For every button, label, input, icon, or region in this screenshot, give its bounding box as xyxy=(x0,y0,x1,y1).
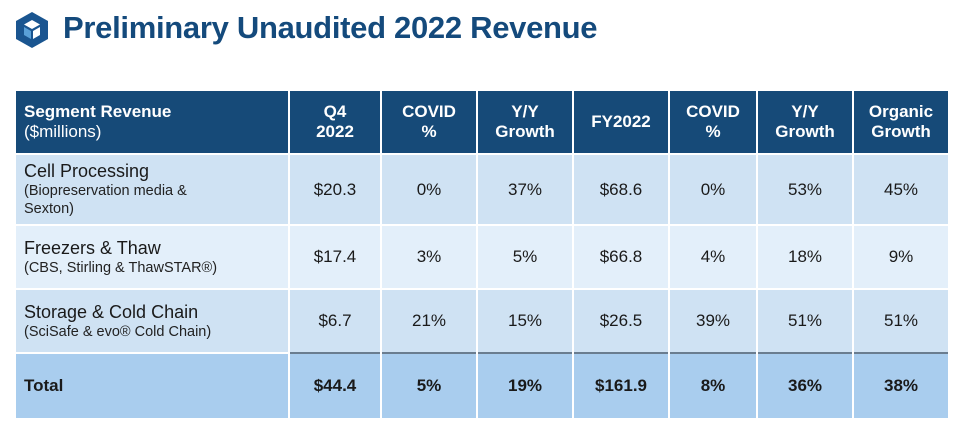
value-cell: 9% xyxy=(853,224,948,289)
value-cell: 5% xyxy=(477,224,574,289)
value-cell: 0% xyxy=(669,153,758,225)
value-cell: 21% xyxy=(381,288,478,353)
value-cell: 51% xyxy=(757,288,854,353)
value-cell: 37% xyxy=(477,153,574,225)
value-cell: 53% xyxy=(757,153,854,225)
header-fy2022: FY2022 xyxy=(573,91,670,154)
value-cell: $68.6 xyxy=(573,153,670,225)
table-row-cell-processing: Cell Processing (Biopreservation media &… xyxy=(16,153,948,225)
value-cell: $26.5 xyxy=(573,288,670,353)
total-cell: $161.9 xyxy=(573,352,670,418)
value-cell: 39% xyxy=(669,288,758,353)
revenue-table: Segment Revenue ($millions) Q4 2022 COVID… xyxy=(16,91,948,418)
table-row-storage-cold-chain: Storage & Cold Chain (SciSafe & evo® Col… xyxy=(16,288,948,353)
value-cell: $6.7 xyxy=(289,288,382,353)
header-q4-covid-pct: COVID% xyxy=(381,91,478,154)
value-cell: 0% xyxy=(381,153,478,225)
segment-cell: Storage & Cold Chain (SciSafe & evo® Col… xyxy=(16,288,290,353)
segment-cell: Freezers & Thaw (CBS, Stirling & ThawSTA… xyxy=(16,224,290,289)
segment-cell: Cell Processing (Biopreservation media &… xyxy=(16,153,290,225)
value-cell: $20.3 xyxy=(289,153,382,225)
total-cell: 5% xyxy=(381,352,478,418)
total-cell: 8% xyxy=(669,352,758,418)
value-cell: 51% xyxy=(853,288,948,353)
header-organic-growth: Organic Growth xyxy=(853,91,948,154)
value-cell: 15% xyxy=(477,288,574,353)
total-cell: 36% xyxy=(757,352,854,418)
header-fy-covid-pct: COVID% xyxy=(669,91,758,154)
table-row-total: Total $44.4 5% 19% $161.9 8% 36% 38% xyxy=(16,352,948,418)
table-row-freezers-thaw: Freezers & Thaw (CBS, Stirling & ThawSTA… xyxy=(16,224,948,289)
header-q4-2022: Q4 2022 xyxy=(289,91,382,154)
company-logo-icon xyxy=(16,12,48,48)
value-cell: $17.4 xyxy=(289,224,382,289)
total-cell: $44.4 xyxy=(289,352,382,418)
value-cell: $66.8 xyxy=(573,224,670,289)
table-header-row: Segment Revenue ($millions) Q4 2022 COVID… xyxy=(16,91,948,154)
total-label: Total xyxy=(16,352,290,418)
header-segment-revenue: Segment Revenue ($millions) xyxy=(16,91,290,154)
header-fy-yy-growth: Y/Y Growth xyxy=(757,91,854,154)
total-cell: 19% xyxy=(477,352,574,418)
header-q4-yy-growth: Y/Y Growth xyxy=(477,91,574,154)
total-cell: 38% xyxy=(853,352,948,418)
value-cell: 4% xyxy=(669,224,758,289)
value-cell: 3% xyxy=(381,224,478,289)
value-cell: 18% xyxy=(757,224,854,289)
page-title: Preliminary Unaudited 2022 Revenue xyxy=(63,10,598,45)
value-cell: 45% xyxy=(853,153,948,225)
